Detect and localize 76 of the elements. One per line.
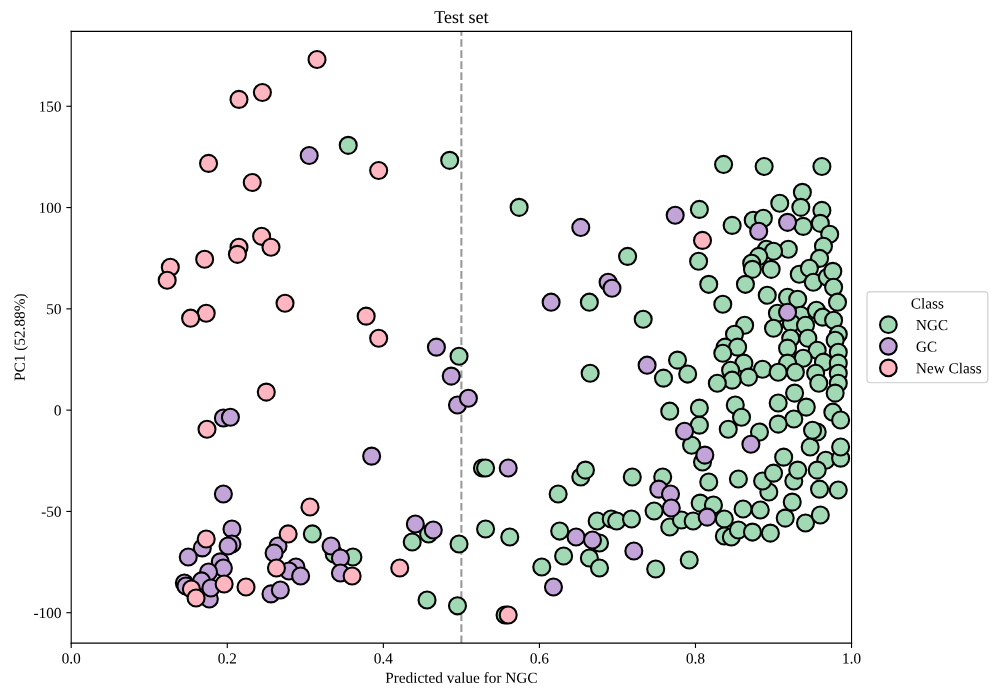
x-tick-label: 0.0 <box>62 653 81 664</box>
point <box>778 212 798 232</box>
x-tick-label: 0.4 <box>374 653 393 664</box>
x-tick-label: 0.2 <box>218 653 236 664</box>
point <box>543 577 563 597</box>
x-tick-label: 0.6 <box>530 653 549 664</box>
x-axis-title: Predicted value for NGC <box>385 672 537 683</box>
point <box>220 407 240 427</box>
point <box>227 244 247 264</box>
point <box>778 302 798 322</box>
point <box>270 580 290 600</box>
point <box>426 337 446 357</box>
point <box>342 566 362 586</box>
point <box>300 497 320 517</box>
point <box>236 577 256 597</box>
point <box>213 484 233 504</box>
point <box>307 49 327 70</box>
point <box>229 89 249 109</box>
point <box>261 237 281 257</box>
point <box>566 527 586 547</box>
point <box>749 221 769 241</box>
point <box>197 419 217 439</box>
point <box>196 303 216 323</box>
point <box>196 529 216 549</box>
y-tick-label: -50 <box>41 506 61 517</box>
point <box>199 153 219 173</box>
legend-title: Class <box>911 297 944 309</box>
point <box>571 217 591 237</box>
legend-label: NGC <box>916 319 948 331</box>
point <box>195 249 215 269</box>
point <box>242 172 262 192</box>
point <box>665 205 685 225</box>
point <box>541 292 561 312</box>
point <box>697 507 717 527</box>
point <box>186 588 206 608</box>
y-tick-label: -100 <box>34 607 61 619</box>
y-tick-label: 50 <box>47 303 61 315</box>
point <box>602 278 622 298</box>
point <box>369 160 389 181</box>
point <box>278 524 298 544</box>
point <box>275 293 295 313</box>
point <box>661 498 681 518</box>
y-tick-label: 100 <box>39 202 61 214</box>
legend-label: GC <box>916 341 937 352</box>
point <box>458 388 478 408</box>
point <box>299 145 319 166</box>
point <box>390 558 410 578</box>
legend-label: New Class <box>916 362 982 374</box>
point <box>423 520 443 540</box>
point <box>498 458 518 478</box>
point <box>582 530 603 550</box>
point <box>181 308 201 328</box>
point <box>369 328 389 348</box>
point <box>291 566 311 586</box>
point <box>252 82 272 103</box>
point <box>692 230 713 250</box>
point <box>441 366 461 386</box>
point <box>675 421 695 441</box>
point <box>256 382 276 402</box>
point <box>405 514 425 534</box>
point <box>695 445 715 465</box>
point <box>362 446 382 466</box>
y-tick-label: 0 <box>54 405 61 416</box>
chart-title: Test set <box>434 11 489 24</box>
point <box>356 306 376 326</box>
point <box>266 558 286 578</box>
y-axis-title: PC1 (52.88%) <box>14 294 28 381</box>
point <box>624 541 644 561</box>
point <box>178 547 198 567</box>
point <box>637 355 657 375</box>
x-tick-label: 0.8 <box>686 653 705 664</box>
x-tick-label: 1.0 <box>843 653 861 664</box>
point <box>157 270 177 290</box>
point <box>741 434 761 454</box>
point <box>214 574 234 594</box>
y-tick-label: 150 <box>39 101 61 112</box>
